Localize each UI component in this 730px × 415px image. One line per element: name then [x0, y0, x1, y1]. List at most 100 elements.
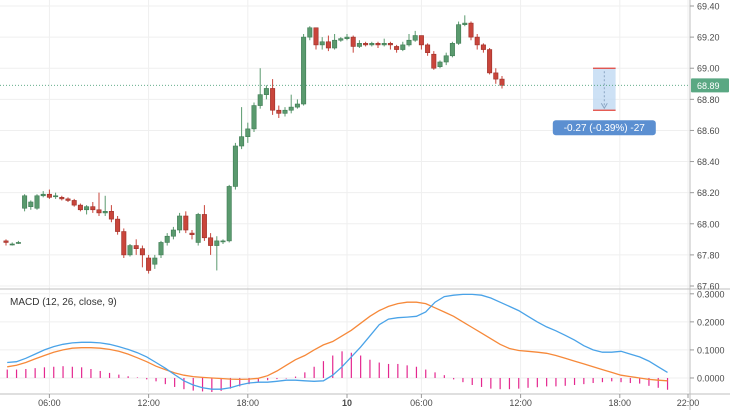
candle-body — [282, 109, 288, 114]
candle-body — [59, 197, 65, 200]
last-price-tag — [691, 78, 729, 93]
candle-body — [251, 105, 257, 130]
candle-body — [146, 257, 152, 271]
time-tick-label: 06:00 — [410, 398, 433, 408]
time-tick-label: 18:00 — [237, 398, 260, 408]
candle-body — [15, 242, 21, 244]
price-candles — [3, 15, 505, 274]
candle-body — [40, 193, 46, 197]
macd-tick-label: 0.2000 — [697, 317, 725, 327]
candle-body — [363, 43, 369, 46]
candle-body — [400, 44, 406, 50]
candle-body — [437, 61, 443, 67]
time-tick-label: 12:00 — [137, 398, 160, 408]
candle-body — [158, 242, 164, 256]
candle-body — [177, 215, 183, 231]
time-tick-label: 10 — [342, 398, 352, 408]
candle-body — [356, 43, 362, 47]
macd-pane — [6, 293, 669, 392]
candle-body — [170, 229, 176, 237]
candle-body — [487, 49, 493, 74]
candle-body — [46, 193, 52, 198]
measure-tag — [552, 120, 656, 136]
time-tick-label: 22:00 — [677, 398, 700, 408]
price-tick-label: 68.80 — [697, 95, 720, 105]
candle-body — [263, 88, 269, 95]
candle-body — [189, 232, 195, 235]
measure-arrow-head — [600, 102, 608, 110]
candle-body — [418, 35, 424, 46]
candle-body — [84, 206, 90, 211]
candle-body — [214, 240, 220, 246]
price-tick-label: 67.80 — [697, 250, 720, 260]
candle-body — [462, 22, 468, 25]
signal-line — [7, 301, 668, 382]
candle-body — [22, 195, 28, 209]
macd-title: MACD (12, 26, close, 9) — [10, 297, 117, 308]
candle-body — [344, 36, 350, 39]
price-tick-label: 68.20 — [697, 188, 720, 198]
candle-body — [257, 94, 263, 106]
candle-body — [139, 248, 145, 256]
macd-tick-label: 0.3000 — [697, 289, 725, 299]
candle-body — [431, 53, 437, 69]
time-tick-label: 06:00 — [38, 398, 61, 408]
candle-body — [375, 43, 381, 46]
macd-tick-label: 0.0000 — [697, 373, 725, 383]
candle-body — [127, 245, 133, 256]
candle-body — [53, 195, 59, 198]
candle-body — [301, 36, 307, 105]
candle-body — [332, 39, 338, 49]
candle-body — [394, 46, 400, 50]
candle-body — [220, 240, 226, 243]
candle-body — [195, 214, 201, 243]
candle-body — [102, 211, 108, 214]
candle-body — [270, 88, 276, 111]
candle-body — [96, 209, 102, 214]
candle-body — [313, 27, 319, 46]
candle-body — [226, 186, 232, 242]
candle-body — [449, 43, 455, 57]
macd-tick-label: 0.1000 — [697, 345, 725, 355]
measure-label: -0.27 (-0.39%) -27 — [564, 123, 646, 134]
candle-body — [65, 198, 71, 201]
candle-body — [9, 243, 15, 246]
candle-body — [307, 27, 313, 38]
candle-body — [28, 201, 34, 207]
candle-body — [3, 240, 9, 243]
candle-body — [34, 195, 40, 209]
candle-body — [480, 44, 486, 50]
candle-body — [232, 145, 238, 187]
candle-body — [115, 218, 121, 232]
candle-body — [152, 257, 158, 265]
candle-body — [406, 39, 412, 46]
time-tick-label: 18:00 — [609, 398, 632, 408]
candle-body — [239, 136, 245, 147]
candle-body — [338, 38, 344, 41]
candle-body — [369, 43, 375, 46]
price-tick-label: 69.00 — [697, 64, 720, 74]
candle-body — [288, 106, 294, 111]
candle-body — [493, 72, 499, 80]
price-tick-label: 68.40 — [697, 157, 720, 167]
measure-tool[interactable]: -0.27 (-0.39%) -27 — [552, 67, 656, 136]
price-tick-label: 69.40 — [697, 2, 720, 12]
candle-body — [90, 206, 96, 211]
candle-body — [108, 211, 114, 220]
candle-body — [425, 44, 431, 53]
candle-body — [456, 24, 462, 44]
candle-body — [208, 237, 214, 246]
price-tick-label: 67.60 — [697, 282, 720, 292]
candle-body — [201, 214, 207, 239]
macd-line — [7, 293, 668, 390]
grid — [0, 0, 690, 392]
candle-body — [381, 43, 387, 46]
candle-body — [468, 22, 474, 38]
candle-body — [77, 204, 83, 211]
price-tick-label: 68.60 — [697, 126, 720, 136]
candle-body — [71, 200, 77, 206]
last-price-label: 68.89 — [697, 81, 720, 91]
candle-body — [412, 35, 418, 41]
candle-body — [183, 215, 189, 231]
